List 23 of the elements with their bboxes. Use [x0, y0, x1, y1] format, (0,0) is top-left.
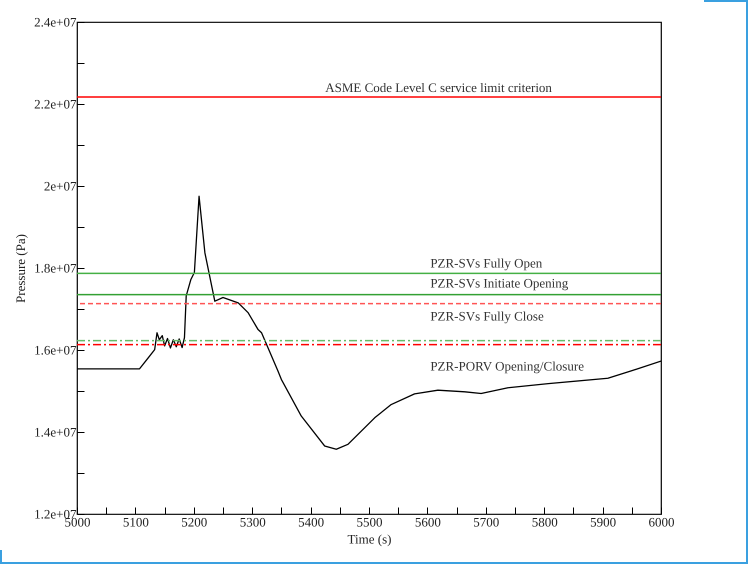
y-tick-label: 2.2e+07 — [34, 96, 77, 112]
y-tick-label: 1.6e+07 — [34, 342, 77, 358]
y-tick-label: 1.4e+07 — [34, 424, 77, 440]
x-tick-label: 5300 — [240, 514, 266, 530]
ref-line-label: PZR-SVs Fully Open — [430, 255, 543, 270]
x-tick-label: 5600 — [414, 514, 441, 530]
x-tick-label: 5800 — [532, 514, 558, 530]
y-tick-label: 2e+07 — [44, 178, 77, 194]
ref-line-label: ASME Code Level C service limit criterion — [325, 80, 552, 96]
x-tick-label: 5100 — [122, 514, 149, 530]
y-tick-label: 2.4e+07 — [34, 14, 77, 30]
y-tick-label: 1.8e+07 — [34, 260, 77, 276]
x-tick-label: 5900 — [590, 514, 616, 530]
y-axis-title: Pressure (Pa) — [13, 234, 28, 303]
x-tick-label: 5700 — [473, 514, 500, 530]
x-tick-label: 5200 — [181, 514, 208, 530]
ref-line-label: PZR-SVs Initiate Opening — [430, 276, 569, 291]
x-tick-label: 5400 — [298, 514, 324, 530]
ref-line-label: PZR-PORV Opening/Closure — [430, 358, 584, 374]
ref-line-label: PZR-SVs Fully Close — [430, 308, 544, 324]
x-tick-label: 6000 — [648, 514, 674, 530]
x-axis-title: Time (s) — [348, 532, 392, 546]
x-tick-label: 5500 — [356, 514, 382, 530]
